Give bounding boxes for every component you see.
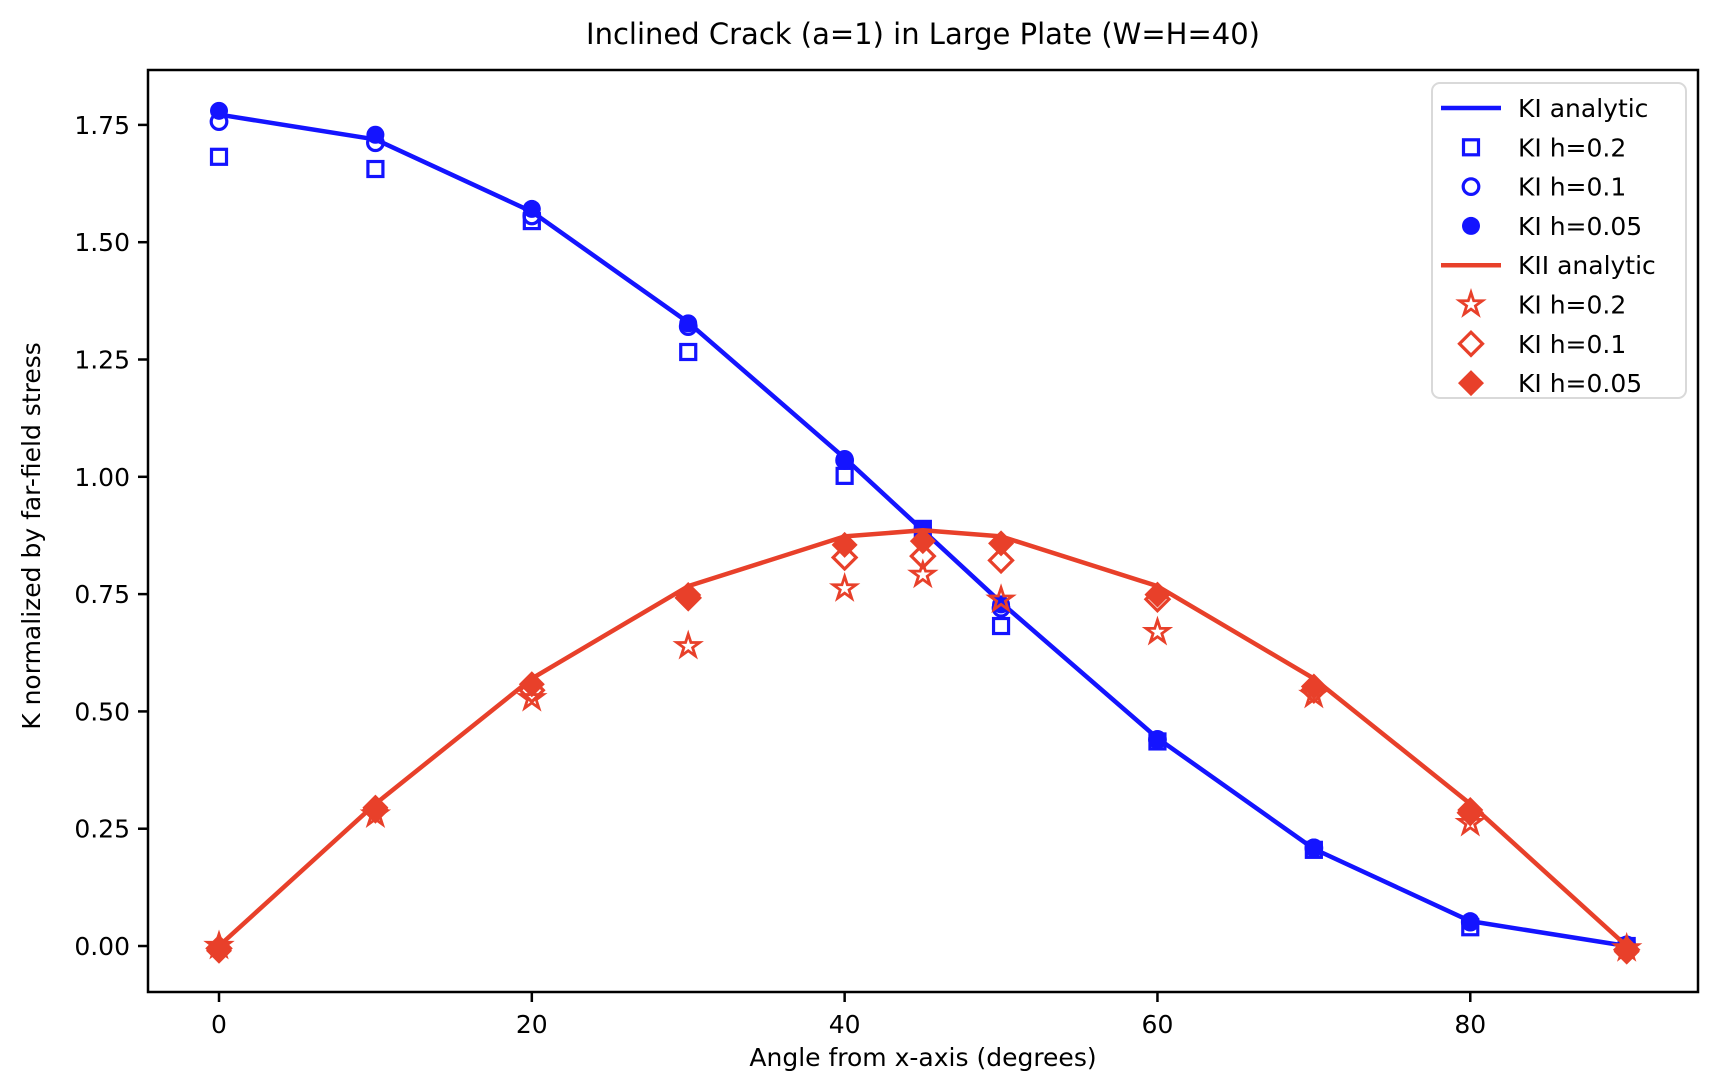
legend-box	[1431, 82, 1687, 399]
marker-filled-diamond	[362, 794, 389, 821]
marker-filled-circle	[1461, 912, 1480, 931]
marker-open-star	[907, 558, 939, 589]
plot-area: 0 20 40 60 80 0.00 0.25 0.50 0.75 1.00 1.25 1.50 1.7…	[74, 68, 1700, 1039]
marker-open-square	[1461, 138, 1481, 157]
x-tick-label: 20	[516, 1010, 548, 1039]
series-ki-h-0.05	[210, 101, 1636, 954]
analytic-line	[217, 528, 1629, 948]
marker-filled-diamond	[1144, 581, 1171, 608]
marker-filled-circle	[679, 314, 698, 333]
legend-label: KI h=0.05	[1518, 369, 1642, 398]
axes-spines	[146, 68, 1700, 994]
marker-filled-diamond	[1613, 938, 1640, 965]
marker-filled-diamond	[988, 530, 1015, 557]
marker-open-star	[985, 583, 1017, 614]
legend-label: KI h=0.1	[1518, 173, 1626, 202]
legend-label: KI h=0.2	[1518, 291, 1626, 320]
marker-filled-circle	[1462, 216, 1480, 235]
x-tick-label: 0	[211, 1010, 227, 1039]
marker-open-star	[1454, 806, 1486, 837]
marker-open-circle	[1461, 177, 1481, 197]
legend-label: KII analytic	[1518, 251, 1656, 280]
y-tick-label: 1.50	[74, 228, 130, 257]
chart-title: Inclined Crack (a=1) in Large Plate (W=H…	[586, 17, 1260, 51]
marker-filled-diamond	[1300, 673, 1327, 700]
marker-filled-circle	[210, 101, 229, 120]
legend-entry: KI h=0.2	[1455, 287, 1626, 320]
marker-open-star	[828, 571, 861, 602]
marker-filled-diamond	[1458, 370, 1484, 397]
x-tick-label: 80	[1454, 1010, 1486, 1039]
marker-filled-diamond	[1457, 796, 1484, 823]
series-kii-h-0.05	[206, 528, 1640, 965]
x-tick-label: 40	[829, 1010, 861, 1039]
marker-open-square	[991, 616, 1011, 636]
legend-entry: KI h=0.2	[1461, 133, 1626, 162]
legend-entry: KI h=0.1	[1461, 173, 1626, 202]
legend-entry: KI analytic	[1441, 94, 1648, 123]
y-tick-label: 0.00	[74, 932, 130, 961]
x-axis-label: Angle from x-axis (degrees)	[749, 1043, 1096, 1072]
marker-open-square	[209, 147, 229, 166]
marker-open-diamond	[1457, 330, 1485, 358]
marker-open-star	[1141, 615, 1174, 646]
marker-open-star	[1455, 287, 1487, 318]
legend-label: KI h=0.2	[1518, 133, 1626, 162]
marker-open-square	[835, 466, 854, 485]
marker-open-star	[672, 629, 704, 660]
marker-open-diamond	[830, 543, 859, 572]
legend-label: KI analytic	[1518, 94, 1648, 123]
y-tick-label: 1.00	[74, 463, 130, 492]
y-axis: 0.00 0.25 0.50 0.75 1.00 1.25 1.50 1.75	[74, 111, 148, 961]
y-tick-label: 0.25	[74, 815, 130, 844]
x-tick-label: 60	[1142, 1010, 1174, 1039]
marker-filled-circle	[835, 449, 854, 468]
marker-filled-diamond	[518, 671, 545, 698]
marker-filled-circle	[1148, 730, 1167, 749]
y-tick-label: 0.50	[74, 697, 130, 726]
y-axis-label: K normalized by far-field stress	[17, 342, 46, 730]
x-axis: 0 20 40 60 80	[211, 992, 1486, 1039]
marker-filled-diamond	[831, 531, 858, 558]
legend-label: KI h=0.1	[1518, 330, 1626, 359]
legend-entry: KI h=0.1	[1457, 330, 1626, 359]
legend-entry: KI h=0.05	[1458, 369, 1642, 398]
marker-filled-circle	[1304, 838, 1323, 857]
marker-filled-diamond	[675, 582, 702, 609]
marker-open-diamond	[909, 542, 937, 570]
series-kii-analytic	[217, 528, 1629, 948]
y-tick-label: 0.75	[74, 580, 130, 609]
legend: KI analytic KI h=0.2 KI h=0.1 KI h=0.05 KII …	[1431, 82, 1687, 399]
marker-open-square	[679, 342, 698, 362]
legend-entry: KII analytic	[1441, 251, 1656, 280]
marker-filled-circle	[522, 199, 541, 218]
legend-entry: KI h=0.05	[1462, 212, 1642, 241]
y-tick-label: 1.25	[74, 346, 130, 375]
marker-open-diamond	[987, 546, 1015, 575]
marker-open-square	[366, 159, 385, 179]
y-tick-label: 1.75	[74, 111, 130, 140]
marker-filled-circle	[366, 125, 385, 144]
marker-filled-diamond	[909, 528, 936, 555]
marker-filled-diamond	[206, 937, 233, 964]
legend-label: KI h=0.05	[1518, 212, 1642, 241]
